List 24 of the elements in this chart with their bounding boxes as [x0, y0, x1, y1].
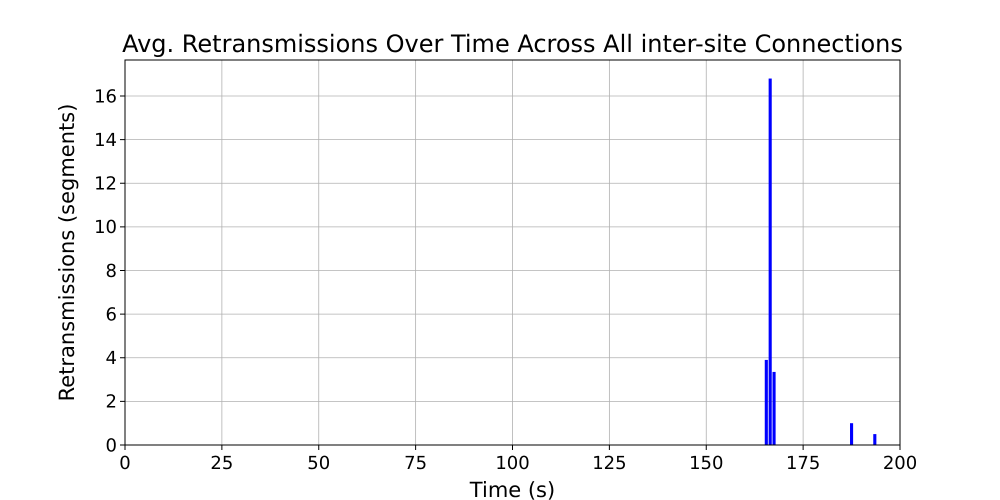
y-tick-label: 16 [94, 86, 117, 108]
x-tick-label: 125 [592, 453, 627, 474]
bar [850, 423, 854, 445]
y-tick-label: 14 [94, 130, 117, 151]
chart-title: Avg. Retransmissions Over Time Across All inter-site Connections [122, 30, 903, 58]
y-tick-label: 6 [106, 304, 117, 326]
bar [768, 78, 772, 445]
x-tick-label: 150 [689, 453, 724, 474]
y-tick-label: 8 [106, 260, 117, 282]
x-tick-label: 100 [495, 453, 530, 474]
y-tick-label: 2 [106, 392, 117, 413]
y-tick-label: 12 [94, 174, 117, 195]
x-tick-label: 175 [786, 453, 820, 474]
x-tick-label: 200 [882, 453, 918, 474]
x-axis-title: Time (s) [468, 478, 556, 500]
x-tick-label: 0 [119, 453, 131, 474]
y-axis-title: Retransmissions (segments) [55, 104, 79, 402]
x-tick-label: 25 [210, 453, 234, 474]
x-tick-label: 75 [404, 453, 428, 474]
x-tick-label: 50 [307, 453, 330, 474]
y-tick-label: 4 [106, 348, 117, 370]
y-tick-label: 0 [106, 435, 117, 456]
y-tick-label: 10 [94, 217, 117, 238]
bar [873, 434, 876, 445]
